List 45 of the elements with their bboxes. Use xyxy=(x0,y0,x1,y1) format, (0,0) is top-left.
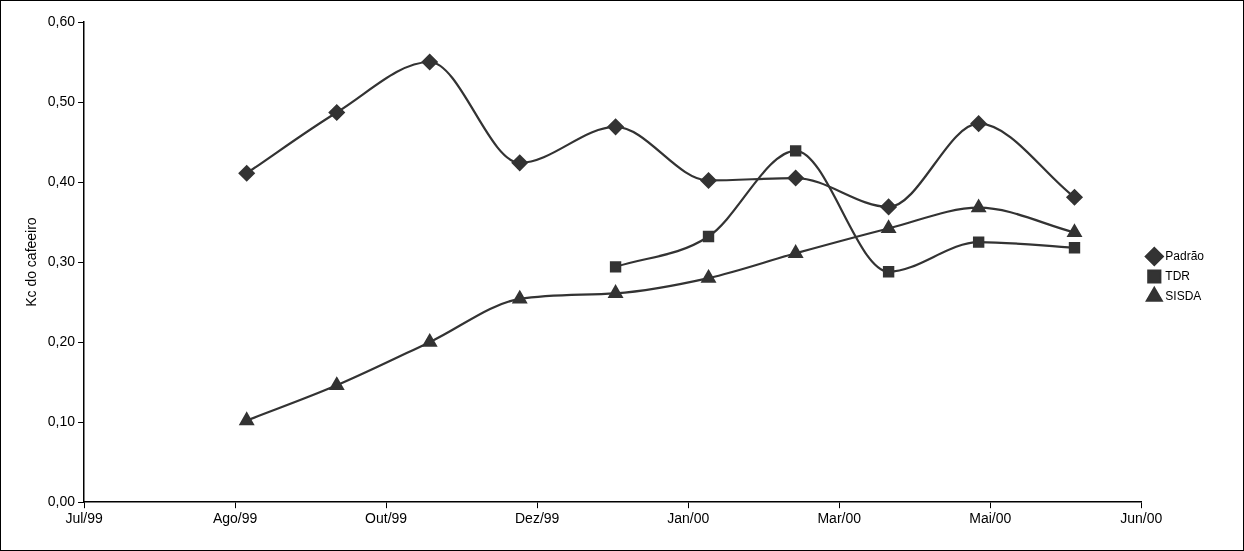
point xyxy=(511,154,528,171)
point xyxy=(881,220,896,234)
point xyxy=(329,377,344,390)
point xyxy=(328,104,345,121)
x-tick-label: Dez/99 xyxy=(514,510,560,527)
y-axis-title: Kc do cafeeiro xyxy=(23,217,40,307)
y-tick-label: 0,20 xyxy=(47,332,76,349)
legend-label: SISDA xyxy=(1165,288,1202,303)
point xyxy=(1068,242,1081,254)
legend-label: Padrão xyxy=(1165,248,1205,263)
point xyxy=(702,230,715,243)
point xyxy=(239,412,254,426)
point xyxy=(787,169,804,187)
point xyxy=(880,198,897,215)
point xyxy=(608,285,623,298)
y-tick-label: 0,40 xyxy=(47,172,76,189)
y-tick-label: 0,10 xyxy=(47,413,76,430)
x-tick-label: Jan/00 xyxy=(667,510,710,527)
x-tick-label: Ago/99 xyxy=(212,510,258,527)
point xyxy=(972,236,985,248)
point xyxy=(607,118,624,135)
x-tick-label: Jul/99 xyxy=(65,510,103,527)
point xyxy=(422,334,437,347)
point xyxy=(512,290,527,304)
x-tick-label: Out/99 xyxy=(365,510,408,527)
y-tick-label: 0,60 xyxy=(47,12,76,29)
point xyxy=(238,165,255,182)
point xyxy=(421,53,438,71)
y-tick-label: 0,30 xyxy=(47,252,76,269)
point xyxy=(788,245,803,258)
x-tick-label: Mai/00 xyxy=(969,510,1012,527)
y-tick-label: 0,50 xyxy=(47,92,76,109)
point xyxy=(1066,189,1083,206)
point xyxy=(1067,224,1082,238)
x-tick-label: Mar/00 xyxy=(817,510,862,527)
point xyxy=(882,266,895,278)
point xyxy=(609,261,622,273)
legend-label: TDR xyxy=(1165,268,1191,283)
y-tick-label: 0,00 xyxy=(47,493,76,510)
point xyxy=(970,115,987,132)
point xyxy=(700,172,717,189)
point xyxy=(701,270,716,283)
x-tick-label: Jun/00 xyxy=(1120,510,1163,527)
point xyxy=(789,145,802,157)
point xyxy=(971,199,986,213)
